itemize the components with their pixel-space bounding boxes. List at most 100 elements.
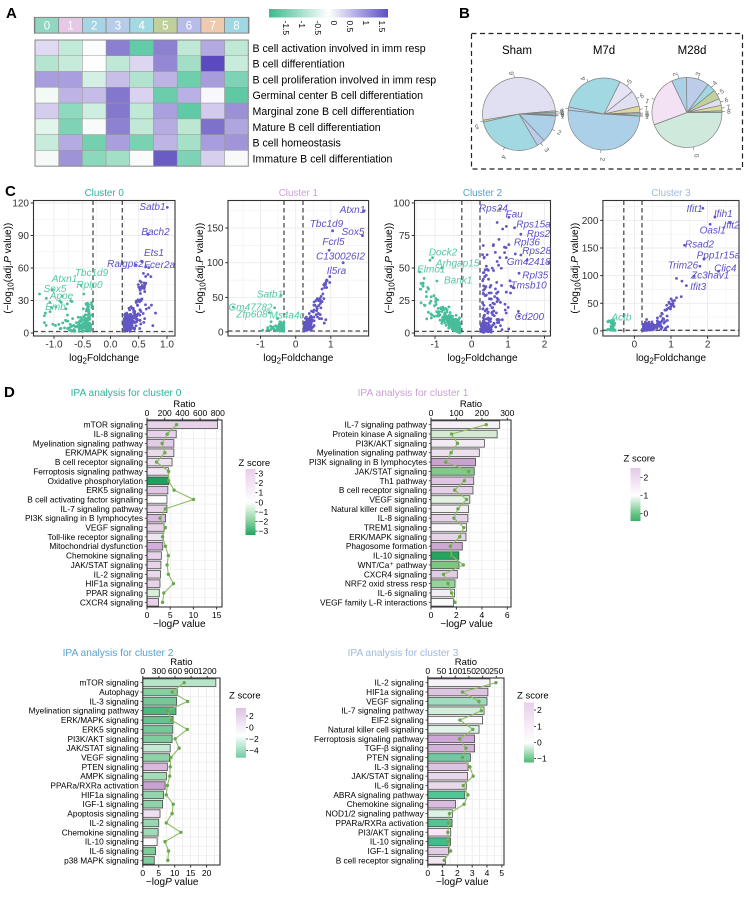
svg-text:−2: −2 [259,517,269,527]
svg-text:Fcrl5: Fcrl5 [322,237,345,248]
svg-text:60: 60 [18,264,30,275]
svg-text:100: 100 [207,258,224,269]
svg-text:0: 0 [632,340,638,351]
svg-text:Rps28: Rps28 [522,246,551,257]
svg-text:25: 25 [399,296,411,307]
svg-text:50: 50 [399,264,411,275]
svg-text:0: 0 [644,509,649,519]
svg-text:Tmsb10: Tmsb10 [511,281,548,292]
svg-text:Ratio: Ratio [460,399,482,410]
svg-text:30: 30 [18,296,30,307]
svg-text:−2: −2 [249,734,259,744]
svg-text:Apoe: Apoe [49,291,74,302]
svg-text:-0.5: -0.5 [74,340,92,351]
svg-text:1: 1 [67,21,73,33]
svg-text:0.5: 0.5 [132,340,146,351]
svg-text:2: 2 [537,705,542,715]
svg-text:C: C [5,183,16,200]
svg-text:200: 200 [158,408,172,418]
svg-text:Z score: Z score [517,691,549,702]
svg-text:0: 0 [145,408,150,418]
svg-text:2: 2 [249,711,254,721]
svg-text:1200: 1200 [198,666,217,676]
svg-text:Atxn1: Atxn1 [339,205,366,216]
svg-text:0: 0 [140,666,145,676]
svg-text:M7d: M7d [593,45,615,57]
svg-text:Zfp608: Zfp608 [235,310,268,321]
svg-text:log2Foldchange: log2Foldchange [263,353,334,366]
svg-text:CXCR4 signaling: CXCR4 signaling [80,597,144,607]
svg-text:-1: -1 [256,340,265,351]
svg-text:0: 0 [293,340,299,351]
svg-text:−logP value: −logP value [440,619,493,630]
svg-text:Emb: Emb [45,302,66,313]
svg-text:0: 0 [44,21,50,33]
svg-text:1: 1 [259,488,264,498]
svg-text:1.5: 1.5 [377,21,387,33]
svg-text:−logP value: −logP value [436,877,489,888]
svg-text:200: 200 [582,216,599,227]
svg-text:Zc3hav1: Zc3hav1 [690,271,729,282]
svg-text:7: 7 [210,21,216,33]
svg-text:B: B [459,5,470,22]
svg-text:6: 6 [505,610,510,620]
svg-text:8: 8 [727,109,731,116]
svg-text:8: 8 [233,21,239,33]
svg-text:Dock2: Dock2 [429,248,458,259]
svg-text:Z score: Z score [239,458,271,469]
svg-text:5: 5 [499,868,504,878]
svg-text:Gm42418: Gm42418 [507,257,551,268]
svg-text:VEGF family L-R interactions: VEGF family L-R interactions [320,597,427,607]
svg-text:50: 50 [212,293,224,304]
svg-text:Satb1: Satb1 [257,290,283,301]
svg-text:M28d: M28d [678,45,707,57]
svg-text:150: 150 [582,244,599,255]
svg-text:B cell proliferation involved: B cell proliferation involved in imm res… [253,74,437,86]
svg-text:A: A [6,5,17,22]
svg-text:Actb: Actb [610,313,631,324]
svg-text:200: 200 [476,666,490,676]
svg-text:0: 0 [469,340,475,351]
svg-text:Rplp0: Rplp0 [76,280,103,291]
svg-text:Ets1: Ets1 [144,248,164,259]
svg-text:1.0: 1.0 [160,340,174,351]
svg-text:−1: −1 [537,754,547,764]
svg-text:IPA analysis for cluster 2: IPA analysis for cluster 2 [63,648,174,659]
svg-text:−logP value: −logP value [153,619,206,630]
svg-text:3: 3 [259,469,264,479]
svg-text:Cluster 2: Cluster 2 [463,188,502,199]
svg-text:0: 0 [404,329,410,340]
svg-text:100: 100 [582,271,599,282]
svg-text:0: 0 [145,610,150,620]
svg-text:3: 3 [115,21,121,33]
svg-text:Oasl1: Oasl1 [700,226,726,237]
svg-text:Satb1: Satb1 [139,202,165,213]
svg-text:Ifit1: Ifit1 [686,204,702,215]
svg-text:Z score: Z score [229,691,261,702]
svg-text:Ifit2: Ifit2 [723,221,740,232]
svg-text:Sham: Sham [502,45,532,57]
svg-text:0: 0 [218,328,224,339]
svg-text:Ppp1r15a: Ppp1r15a [697,251,741,262]
svg-text:D: D [4,384,15,401]
svg-text:Ratio: Ratio [170,657,192,668]
svg-text:0: 0 [259,497,264,507]
svg-text:−logP value: −logP value [146,877,199,888]
svg-text:1: 1 [505,340,511,351]
svg-text:(−log10(adj.P value)): (−log10(adj.P value)) [384,223,397,314]
svg-text:Ms4a4c: Ms4a4c [269,311,304,322]
svg-text:(−log10(adj.P value)): (−log10(adj.P value)) [570,223,583,314]
svg-text:−4: −4 [249,746,259,756]
svg-text:IPA analysis for cluster 0: IPA analysis for cluster 0 [71,388,182,399]
svg-text:15: 15 [212,610,222,620]
svg-text:−1: −1 [259,507,269,517]
svg-text:6: 6 [186,21,192,33]
svg-text:B cell differentiation: B cell differentiation [253,59,345,71]
svg-text:50: 50 [587,299,599,310]
svg-text:1: 1 [668,340,674,351]
svg-text:Cluster 3: Cluster 3 [651,188,691,199]
svg-text:Ifih1: Ifih1 [714,209,733,220]
svg-text:100: 100 [393,199,410,210]
svg-text:8: 8 [645,110,649,117]
svg-text:5: 5 [162,21,168,33]
